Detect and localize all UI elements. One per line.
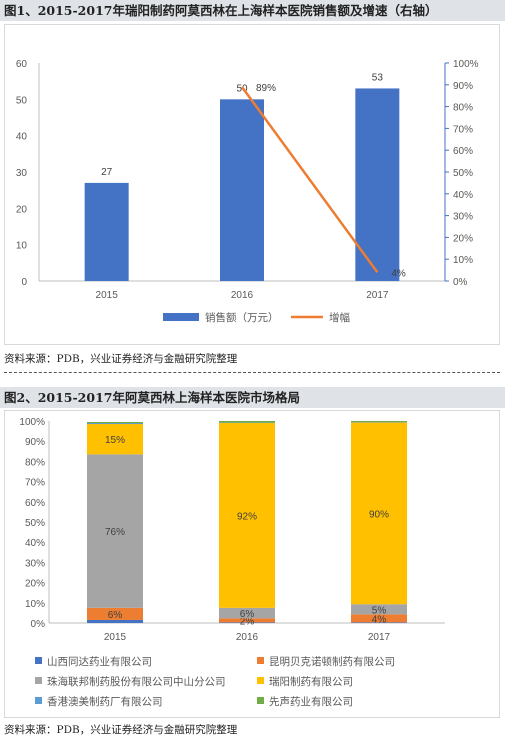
segment-data-label: 92% <box>237 511 257 522</box>
y-tick-label: 40% <box>25 538 45 549</box>
x-tick-label: 2017 <box>368 632 391 643</box>
y-tick-label: 30% <box>25 558 45 569</box>
segment-data-label: 6% <box>108 610 123 621</box>
bar-sales <box>84 182 129 281</box>
y-left-tick-label: 10 <box>16 241 28 252</box>
y-left-tick-label: 60 <box>16 59 28 70</box>
y-right-tick-label: 20% <box>453 233 473 244</box>
stacked-bar-segment <box>351 604 407 615</box>
legend-sales-swatch <box>163 313 199 321</box>
divider <box>4 372 500 373</box>
figure1-chart-frame: 0 10 20 30 40 50 60 0% 10% 20% 30% 40% 50% 60% 70% 80% 9… <box>4 24 500 345</box>
stacked-bar-segment <box>219 622 275 623</box>
stacked-bar-segment <box>351 614 407 623</box>
y-right-tick-label: 90% <box>453 81 473 92</box>
y-tick-label: 60% <box>25 498 45 509</box>
y-left-tick-label: 20 <box>16 204 28 215</box>
y-tick-label: 70% <box>25 478 45 489</box>
legend-swatch <box>35 657 42 664</box>
y-right-tick-label: 70% <box>453 124 473 135</box>
line-data-label: 89% <box>256 83 276 94</box>
stacked-bar-segment <box>219 607 275 619</box>
stacked-bar-segment <box>87 423 143 425</box>
bar-sales <box>220 99 264 281</box>
stacked-bar-segment <box>219 421 275 423</box>
legend-label: 珠海联邦制药股份有限公司中山分公司 <box>47 675 226 688</box>
y-left-tick-label: 50 <box>16 95 28 106</box>
y-tick-label: 100% <box>19 417 45 428</box>
figure1-source: 资料来源：PDB，兴业证券经济与金融研究院整理 <box>4 353 238 365</box>
growth-line <box>240 86 379 274</box>
legend-swatch <box>257 657 264 664</box>
x-tick-label: 2016 <box>231 290 254 301</box>
y-right-tick-label: 10% <box>453 255 473 266</box>
stacked-bar-segment <box>87 454 143 608</box>
stacked-bar-segment <box>219 423 275 608</box>
x-tick-label: 2015 <box>104 632 127 643</box>
legend-label: 山西同达药业有限公司 <box>47 655 152 668</box>
bar-data-label: 53 <box>372 72 384 83</box>
segment-data-label: 2% <box>240 616 255 627</box>
legend-growth-label: 增幅 <box>329 311 350 324</box>
stacked-bar-segment <box>87 619 143 623</box>
y-right-tick-label: 0% <box>453 277 468 288</box>
y-tick-label: 80% <box>25 457 45 468</box>
segment-data-label: 90% <box>369 509 389 520</box>
stacked-bar-segment <box>219 618 275 623</box>
x-tick-label: 2015 <box>96 290 119 301</box>
y-right-tick-label: 60% <box>453 146 473 157</box>
figure2-chart-frame: 0% 10% 20% 30% 40% 50% 60% 70% 80% 90% 100% 2015 201… <box>4 410 500 718</box>
figure2-title: 图2、2015-2017年阿莫西林上海样本医院市场格局 <box>0 387 505 408</box>
legend-swatch <box>35 677 42 684</box>
figure2-chart-svg: 0% 10% 20% 30% 40% 50% 60% 70% 80% 90% 100% 2015 201… <box>19 417 445 708</box>
bar-sales <box>355 88 400 281</box>
legend-label: 香港澳美制药厂有限公司 <box>47 695 163 708</box>
segment-data-label: 76% <box>105 527 125 538</box>
legend-label: 瑞阳制药有限公司 <box>269 675 353 688</box>
y-left-tick-label: 30 <box>16 168 28 179</box>
segment-data-label: 4% <box>372 614 387 625</box>
segment-data-label: 15% <box>105 435 125 446</box>
figure1-title: 图1、2015-2017年瑞阳制药阿莫西林在上海样本医院销售额及增速（右轴） <box>0 0 505 21</box>
legend-swatch <box>257 677 264 684</box>
legend-swatch <box>35 697 42 704</box>
y-tick-label: 10% <box>25 599 45 610</box>
y-tick-label: 50% <box>25 518 45 529</box>
stacked-bar-segment <box>87 422 143 424</box>
legend-sales-label: 销售额（万元） <box>205 311 279 324</box>
legend-label: 先声药业有限公司 <box>269 695 353 708</box>
x-tick-label: 2017 <box>366 290 389 301</box>
y-right-tick-label: 40% <box>453 190 473 201</box>
stacked-bar-segment <box>87 424 143 455</box>
line-data-label: 4% <box>391 268 406 279</box>
legend-label: 昆明贝克诺顿制药有限公司 <box>269 655 395 668</box>
y-tick-label: 20% <box>25 579 45 590</box>
stacked-bar-segment <box>351 422 407 605</box>
stacked-bar-segment <box>87 607 143 620</box>
legend-swatch <box>257 697 264 704</box>
x-tick-label: 2016 <box>236 632 259 643</box>
y-left-tick-label: 0 <box>21 277 27 288</box>
y-tick-label: 0% <box>31 619 46 630</box>
figure2-source: 资料来源：PDB，兴业证券经济与金融研究院整理 <box>4 724 238 736</box>
stacked-bar-segment <box>351 421 407 423</box>
y-tick-label: 90% <box>25 437 45 448</box>
stacked-bar-segment <box>351 622 407 623</box>
y-left-tick-label: 40 <box>16 132 28 143</box>
segment-data-label: 6% <box>240 609 255 620</box>
figure1-chart-svg: 0 10 20 30 40 50 60 0% 10% 20% 30% 40% 50% 60% 70% 80% 9… <box>16 59 479 324</box>
segment-data-label: 5% <box>372 605 387 616</box>
y-right-tick-label: 50% <box>453 168 473 179</box>
bar-data-label: 27 <box>101 167 113 178</box>
y-right-tick-label: 80% <box>453 103 473 114</box>
y-right-tick-label: 30% <box>453 212 473 223</box>
y-right-tick-label: 100% <box>453 59 479 70</box>
